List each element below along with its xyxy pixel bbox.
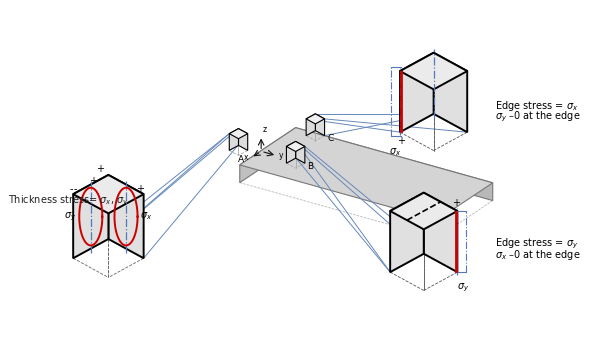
Text: y: y — [279, 151, 283, 160]
Polygon shape — [424, 193, 457, 272]
Text: $\sigma_x$: $\sigma_x$ — [389, 146, 401, 158]
Text: Thickness stress= $\sigma_x$, $\sigma_y$: Thickness stress= $\sigma_x$, $\sigma_y$ — [8, 193, 128, 208]
Polygon shape — [400, 53, 467, 90]
Polygon shape — [296, 128, 493, 201]
Polygon shape — [434, 53, 467, 132]
Text: Edge stress = $\sigma_y$: Edge stress = $\sigma_y$ — [495, 237, 578, 251]
Text: Edge stress = $\sigma_x$: Edge stress = $\sigma_x$ — [495, 99, 578, 113]
Polygon shape — [400, 53, 434, 132]
Text: +: + — [397, 136, 405, 146]
Text: +: + — [452, 198, 460, 208]
Polygon shape — [238, 129, 248, 151]
Polygon shape — [390, 193, 457, 229]
Text: C: C — [327, 134, 334, 143]
Polygon shape — [286, 141, 296, 163]
Text: $\sigma_x$: $\sigma_x$ — [140, 211, 152, 223]
Text: A: A — [238, 155, 245, 164]
Polygon shape — [229, 129, 238, 151]
Polygon shape — [109, 175, 143, 258]
Text: $\sigma_x$ –0 at the edge: $\sigma_x$ –0 at the edge — [495, 248, 580, 262]
Text: +: + — [89, 176, 97, 186]
Polygon shape — [240, 128, 296, 182]
Polygon shape — [306, 114, 325, 124]
Polygon shape — [316, 114, 325, 135]
Polygon shape — [306, 114, 316, 135]
Polygon shape — [73, 175, 143, 213]
Polygon shape — [390, 193, 424, 272]
Text: -: - — [70, 184, 73, 194]
Polygon shape — [286, 141, 305, 152]
Text: $\sigma_y$ –0 at the edge: $\sigma_y$ –0 at the edge — [495, 110, 580, 124]
Polygon shape — [229, 129, 248, 139]
Text: B: B — [307, 162, 313, 170]
Polygon shape — [240, 128, 493, 220]
Text: x: x — [244, 153, 248, 163]
Text: -: - — [73, 184, 77, 194]
Text: $\sigma_y$: $\sigma_y$ — [457, 282, 469, 294]
Polygon shape — [296, 141, 305, 163]
Text: +: + — [136, 184, 143, 194]
Text: $\sigma_y$: $\sigma_y$ — [64, 210, 76, 223]
Polygon shape — [73, 175, 109, 258]
Text: z: z — [262, 125, 266, 133]
Text: +: + — [97, 164, 104, 174]
